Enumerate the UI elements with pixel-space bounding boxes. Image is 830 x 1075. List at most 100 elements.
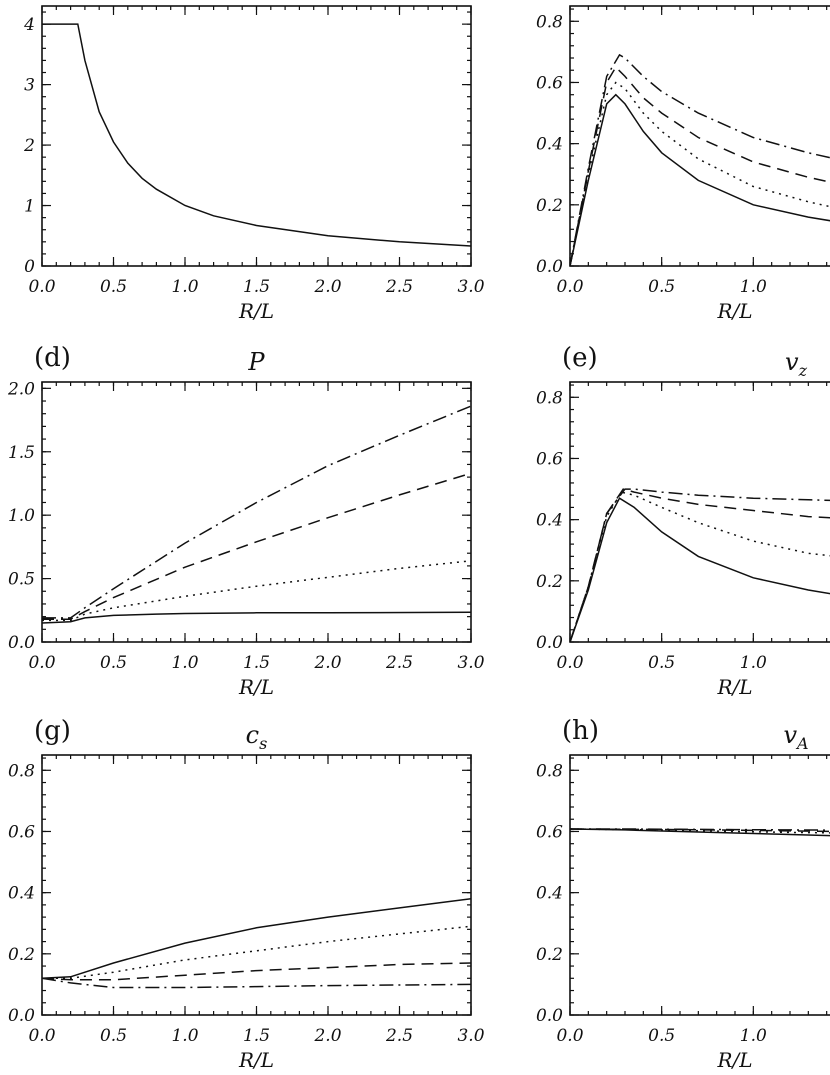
panel-title: vz — [785, 348, 808, 380]
panel-6: 0.00.51.01.50.00.20.40.60.8R/L(h)vA — [536, 716, 830, 1072]
panel-title: cs — [246, 721, 268, 753]
y-tick-label: 0.4 — [8, 884, 35, 904]
y-tick-label: 0.0 — [8, 633, 35, 653]
y-tick-label: 0.0 — [536, 1006, 563, 1026]
x-axis-label: R/L — [716, 1048, 752, 1072]
series-line-dashdot — [42, 405, 471, 619]
y-tick-label: 0.0 — [8, 1006, 35, 1026]
x-tick-label: 3.0 — [457, 1026, 484, 1046]
x-tick-label: 1.0 — [740, 277, 767, 297]
y-tick-label: 0.2 — [536, 572, 563, 592]
x-axis-label: R/L — [238, 675, 274, 699]
x-tick-label: 1.0 — [171, 277, 198, 297]
x-tick-label: 1.0 — [740, 1026, 767, 1046]
series-line-dashed — [42, 962, 471, 981]
series-line-dashdot — [570, 828, 830, 831]
x-tick-label: 2.5 — [385, 277, 413, 297]
y-tick-label: 4 — [23, 15, 35, 35]
panel-5: 0.0 0.5 1.0 1.5 2.0 2.5 3.0 0.0 0.2 0.4 0.6 0.8 R/L (… — [8, 716, 485, 1072]
series-line-dotted — [42, 560, 471, 622]
panel-3: 0.0 0.5 1.0 1.5 2.0 2.5 3.0 0.0 0.5 1.0 1.5 2.0 R/L (… — [7, 343, 485, 699]
series-line-dotted — [570, 81, 830, 266]
x-tick-label: 0.0 — [556, 653, 583, 673]
panel-title: P — [247, 348, 265, 376]
x-tick-label: 0.0 — [556, 277, 583, 297]
x-tick-label: 0.0 — [556, 1026, 583, 1046]
y-tick-label: 0.6 — [536, 449, 563, 469]
series-line-dashdot — [42, 977, 471, 989]
panel-2: 0.00.51.01.50.00.20.40.60.8R/L — [536, 5, 830, 323]
panel-letter: (g) — [34, 716, 71, 746]
series-line-solid — [570, 828, 830, 837]
x-tick-label: 0.5 — [648, 1026, 675, 1046]
series-line-dashdot — [570, 53, 830, 266]
panel-letter: (e) — [562, 343, 598, 373]
y-tick-label: 1.0 — [8, 506, 35, 526]
panel-4: 0.00.51.01.50.00.20.40.60.8R/L(e)vz — [536, 343, 830, 699]
series-line-dotted — [42, 925, 471, 980]
series-line-dashed — [570, 488, 830, 642]
y-tick-label: 1 — [24, 197, 35, 217]
series-line-solid — [42, 611, 471, 624]
y-tick-label: 0.2 — [536, 945, 563, 965]
y-tick-label: 2 — [23, 136, 35, 156]
panel-letter: (d) — [34, 343, 71, 373]
plot-frame — [569, 754, 830, 1016]
x-axis-label: R/L — [716, 675, 752, 699]
series-line-solid — [42, 23, 471, 247]
y-tick-label: 0.0 — [536, 257, 563, 277]
plot-frame — [569, 5, 830, 267]
x-axis-label: R/L — [238, 299, 274, 323]
x-tick-label: 1.0 — [740, 653, 767, 673]
y-tick-label: 0.4 — [536, 884, 563, 904]
series-line-dashdot — [570, 488, 830, 642]
y-tick-label: 0.8 — [536, 761, 563, 781]
x-tick-label: 1.0 — [171, 1026, 198, 1046]
x-tick-label: 3.0 — [457, 277, 484, 297]
x-tick-label: 2.0 — [313, 277, 341, 297]
x-tick-label: 0.0 — [28, 653, 55, 673]
y-tick-label: 0.8 — [536, 12, 563, 32]
series-line-solid — [42, 898, 471, 980]
plot-frame — [41, 381, 472, 643]
x-tick-label: 0.5 — [100, 277, 127, 297]
x-axis-label: R/L — [238, 1048, 274, 1072]
y-tick-label: 1.5 — [8, 443, 35, 463]
x-tick-label: 0.5 — [100, 653, 127, 673]
series-line-dashed — [42, 472, 471, 620]
plot-frame — [569, 381, 830, 643]
panel-letter: (h) — [562, 716, 599, 746]
y-tick-label: 0.0 — [536, 633, 563, 653]
x-tick-label: 1.0 — [171, 653, 198, 673]
y-tick-label: 2.0 — [7, 379, 35, 399]
y-tick-label: 3 — [24, 76, 35, 96]
x-tick-label: 2.0 — [313, 653, 341, 673]
y-tick-label: 0.4 — [536, 511, 563, 531]
y-tick-label: 0.2 — [8, 945, 35, 965]
series-line-solid — [570, 93, 830, 266]
x-tick-label: 0.5 — [100, 1026, 127, 1046]
y-tick-label: 0.8 — [536, 388, 563, 408]
x-tick-label: 1.5 — [243, 653, 270, 673]
y-tick-label: 0.4 — [536, 135, 563, 155]
y-tick-label: 0.2 — [536, 196, 563, 216]
y-tick-label: 0.8 — [8, 761, 35, 781]
plot-frame — [41, 5, 472, 267]
panel-1: 0.0 0.5 1.0 1.5 2.0 2.5 3.0 0 1 2 3 4 R/L — [23, 5, 485, 323]
x-tick-label: 2.0 — [313, 1026, 341, 1046]
x-tick-label: 2.5 — [385, 1026, 413, 1046]
x-axis-label: R/L — [716, 299, 752, 323]
x-tick-label: 2.5 — [385, 653, 413, 673]
x-tick-label: 0.5 — [648, 653, 675, 673]
plot-frame — [41, 754, 472, 1016]
x-tick-label: 1.5 — [243, 1026, 270, 1046]
x-tick-label: 0.0 — [28, 277, 55, 297]
x-tick-label: 1.5 — [243, 277, 270, 297]
x-tick-label: 3.0 — [457, 653, 484, 673]
x-tick-label: 0.5 — [648, 277, 675, 297]
y-tick-label: 0.6 — [8, 822, 35, 842]
y-tick-label: 0.6 — [536, 822, 563, 842]
y-tick-label: 0.6 — [536, 73, 563, 93]
x-tick-label: 0.0 — [28, 1026, 55, 1046]
